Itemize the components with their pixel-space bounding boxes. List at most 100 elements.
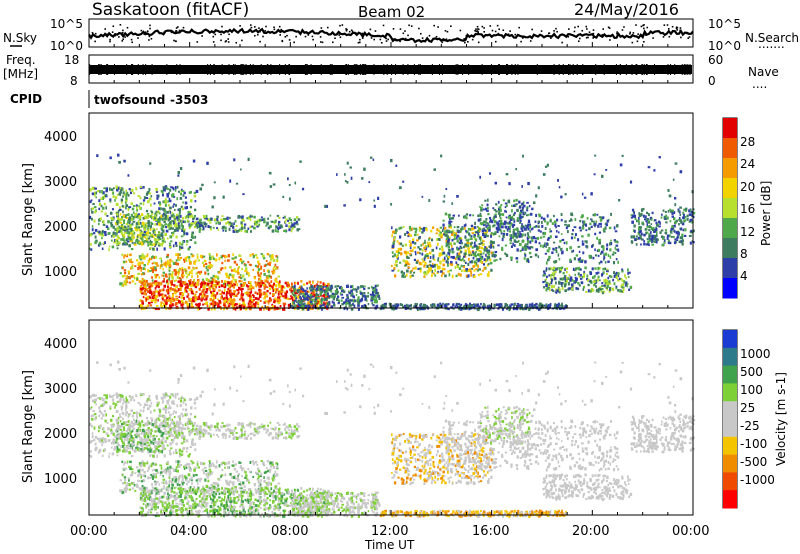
power-cell	[112, 246, 115, 249]
power-cell	[685, 216, 687, 219]
power-cell	[207, 283, 210, 286]
power-cell	[219, 293, 222, 295]
power-cell	[247, 288, 249, 290]
power-cell	[562, 287, 564, 290]
power-cell	[656, 241, 658, 244]
power-cell	[440, 270, 442, 272]
power-cell	[224, 266, 226, 269]
power-cell	[515, 199, 517, 202]
power-cell	[205, 291, 208, 294]
power-cell	[145, 268, 147, 270]
power-cell	[178, 222, 180, 224]
power-cell	[679, 214, 681, 216]
power-cell	[587, 280, 589, 282]
power-cell	[613, 261, 615, 264]
nsearch-point	[587, 37, 589, 39]
noise-ytick-bottom-left: 10^0	[50, 39, 83, 53]
power-cell	[98, 208, 100, 210]
nsearch-point	[531, 29, 533, 31]
power-cell	[604, 226, 606, 229]
power-cell	[116, 243, 118, 245]
power-cell	[406, 231, 408, 234]
power-cell	[170, 211, 172, 214]
power-cell	[490, 240, 492, 243]
power-cell	[241, 293, 243, 296]
power-cell	[182, 228, 184, 230]
nsearch-point	[641, 34, 643, 36]
power-cell	[446, 230, 448, 233]
power-cell	[571, 233, 573, 235]
nsearch-point	[433, 25, 435, 27]
nsearch-point	[450, 25, 452, 27]
power-cell	[598, 290, 600, 292]
power-cell	[167, 299, 170, 302]
power-cell	[120, 229, 122, 232]
power-cell	[555, 236, 558, 238]
power-cell	[139, 232, 141, 235]
power-cell	[468, 254, 470, 256]
power-cell	[94, 241, 96, 244]
power-cell	[121, 284, 123, 287]
power-cell	[587, 284, 589, 286]
power-cell	[146, 298, 148, 300]
power-cell	[130, 233, 132, 235]
power-cell	[167, 254, 169, 256]
power-cell	[94, 192, 96, 194]
power-cell	[397, 240, 399, 242]
power-cell	[155, 262, 158, 265]
power-cell	[283, 230, 286, 232]
power-cell	[425, 262, 427, 265]
power-cell	[460, 273, 462, 276]
noise-panel: N.Sky 10^5 10^0 10^5 10^0 N.Search .....…	[3, 17, 799, 53]
power-cell	[654, 235, 656, 237]
power-cell	[519, 304, 521, 306]
power-cell	[177, 186, 179, 189]
power-cell	[172, 294, 174, 297]
nsearch-point	[312, 39, 314, 41]
power-cell	[294, 304, 297, 306]
power-cell	[263, 269, 265, 272]
power-cell	[526, 243, 528, 245]
power-cell	[146, 255, 149, 257]
nsearch-point	[541, 30, 543, 32]
power-cell	[203, 264, 205, 267]
power-cell	[178, 300, 181, 303]
power-cell	[251, 299, 253, 301]
power-cell	[591, 219, 593, 222]
power-cell	[452, 251, 455, 254]
power-cell	[623, 288, 625, 291]
power-cell	[401, 271, 403, 274]
power-cell	[599, 232, 601, 234]
power-cell	[137, 195, 139, 197]
power-cell	[415, 253, 417, 255]
power-cell	[651, 223, 653, 225]
power-cell	[175, 280, 177, 282]
power-cell	[619, 278, 621, 280]
nsearch-point	[370, 29, 372, 31]
power-cell	[474, 242, 476, 245]
nsearch-point	[632, 42, 634, 44]
power-cell	[484, 258, 486, 261]
power-cell	[203, 215, 206, 218]
power-cell	[531, 304, 533, 306]
power-cell	[150, 228, 152, 230]
power-cell	[477, 226, 479, 228]
power-cell	[565, 267, 568, 269]
power-cell	[580, 269, 582, 271]
nsearch-point	[221, 26, 223, 28]
power-cell	[132, 280, 134, 282]
power-cell	[265, 300, 267, 303]
nsearch-point	[637, 33, 639, 35]
power-cell	[203, 222, 205, 224]
power-cell	[99, 190, 101, 193]
power-cell	[336, 298, 338, 301]
power-cell	[117, 217, 119, 220]
power-cell	[232, 274, 234, 277]
power-cell	[205, 298, 207, 301]
power-cell	[164, 299, 166, 302]
power-cell	[558, 253, 560, 256]
nsearch-point	[465, 35, 467, 37]
power-cell	[288, 225, 290, 228]
power-cell	[506, 233, 508, 236]
power-cell	[255, 302, 257, 305]
